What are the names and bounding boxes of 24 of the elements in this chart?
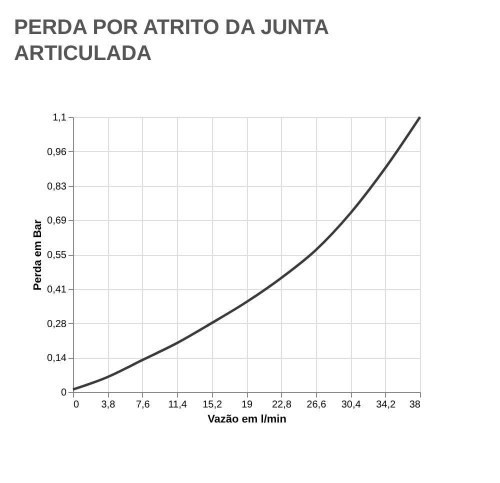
y-tick-label: 0,14 (47, 353, 67, 364)
x-axis-title: Vazão em l/min (208, 414, 287, 426)
y-tick-label: 0,83 (47, 181, 67, 192)
y-tick-label: 0,69 (47, 216, 67, 227)
y-tick-label: 1,1 (52, 112, 67, 124)
x-tick-label: 11,4 (168, 400, 188, 410)
x-tick-label: 22,8 (272, 400, 292, 410)
y-tick-label: 0,41 (47, 284, 67, 296)
x-tick-label: 7,6 (136, 400, 150, 410)
x-tick-label: 19 (241, 400, 253, 410)
text: PERDA POR ATRITO DA JUNTA (14, 16, 330, 39)
x-tick-label: 26,6 (306, 400, 327, 410)
y-tick-label: 0,55 (47, 250, 67, 261)
text: ARTICULADA (14, 42, 152, 65)
x-tick-label: 30,4 (341, 400, 362, 410)
x-tick-label: 15,2 (202, 400, 222, 410)
y-tick-label: 0 (60, 388, 67, 398)
y-axis-title: Perda em Bar (32, 218, 44, 290)
x-tick-label: 0 (74, 400, 80, 410)
x-tick-label: 3,8 (101, 400, 116, 410)
y-tick-label: 0,28 (47, 318, 67, 330)
y-tick-label: 0,96 (47, 146, 67, 158)
x-tick-label: 34,2 (376, 400, 396, 410)
x-tick-label: 38 (409, 400, 421, 410)
